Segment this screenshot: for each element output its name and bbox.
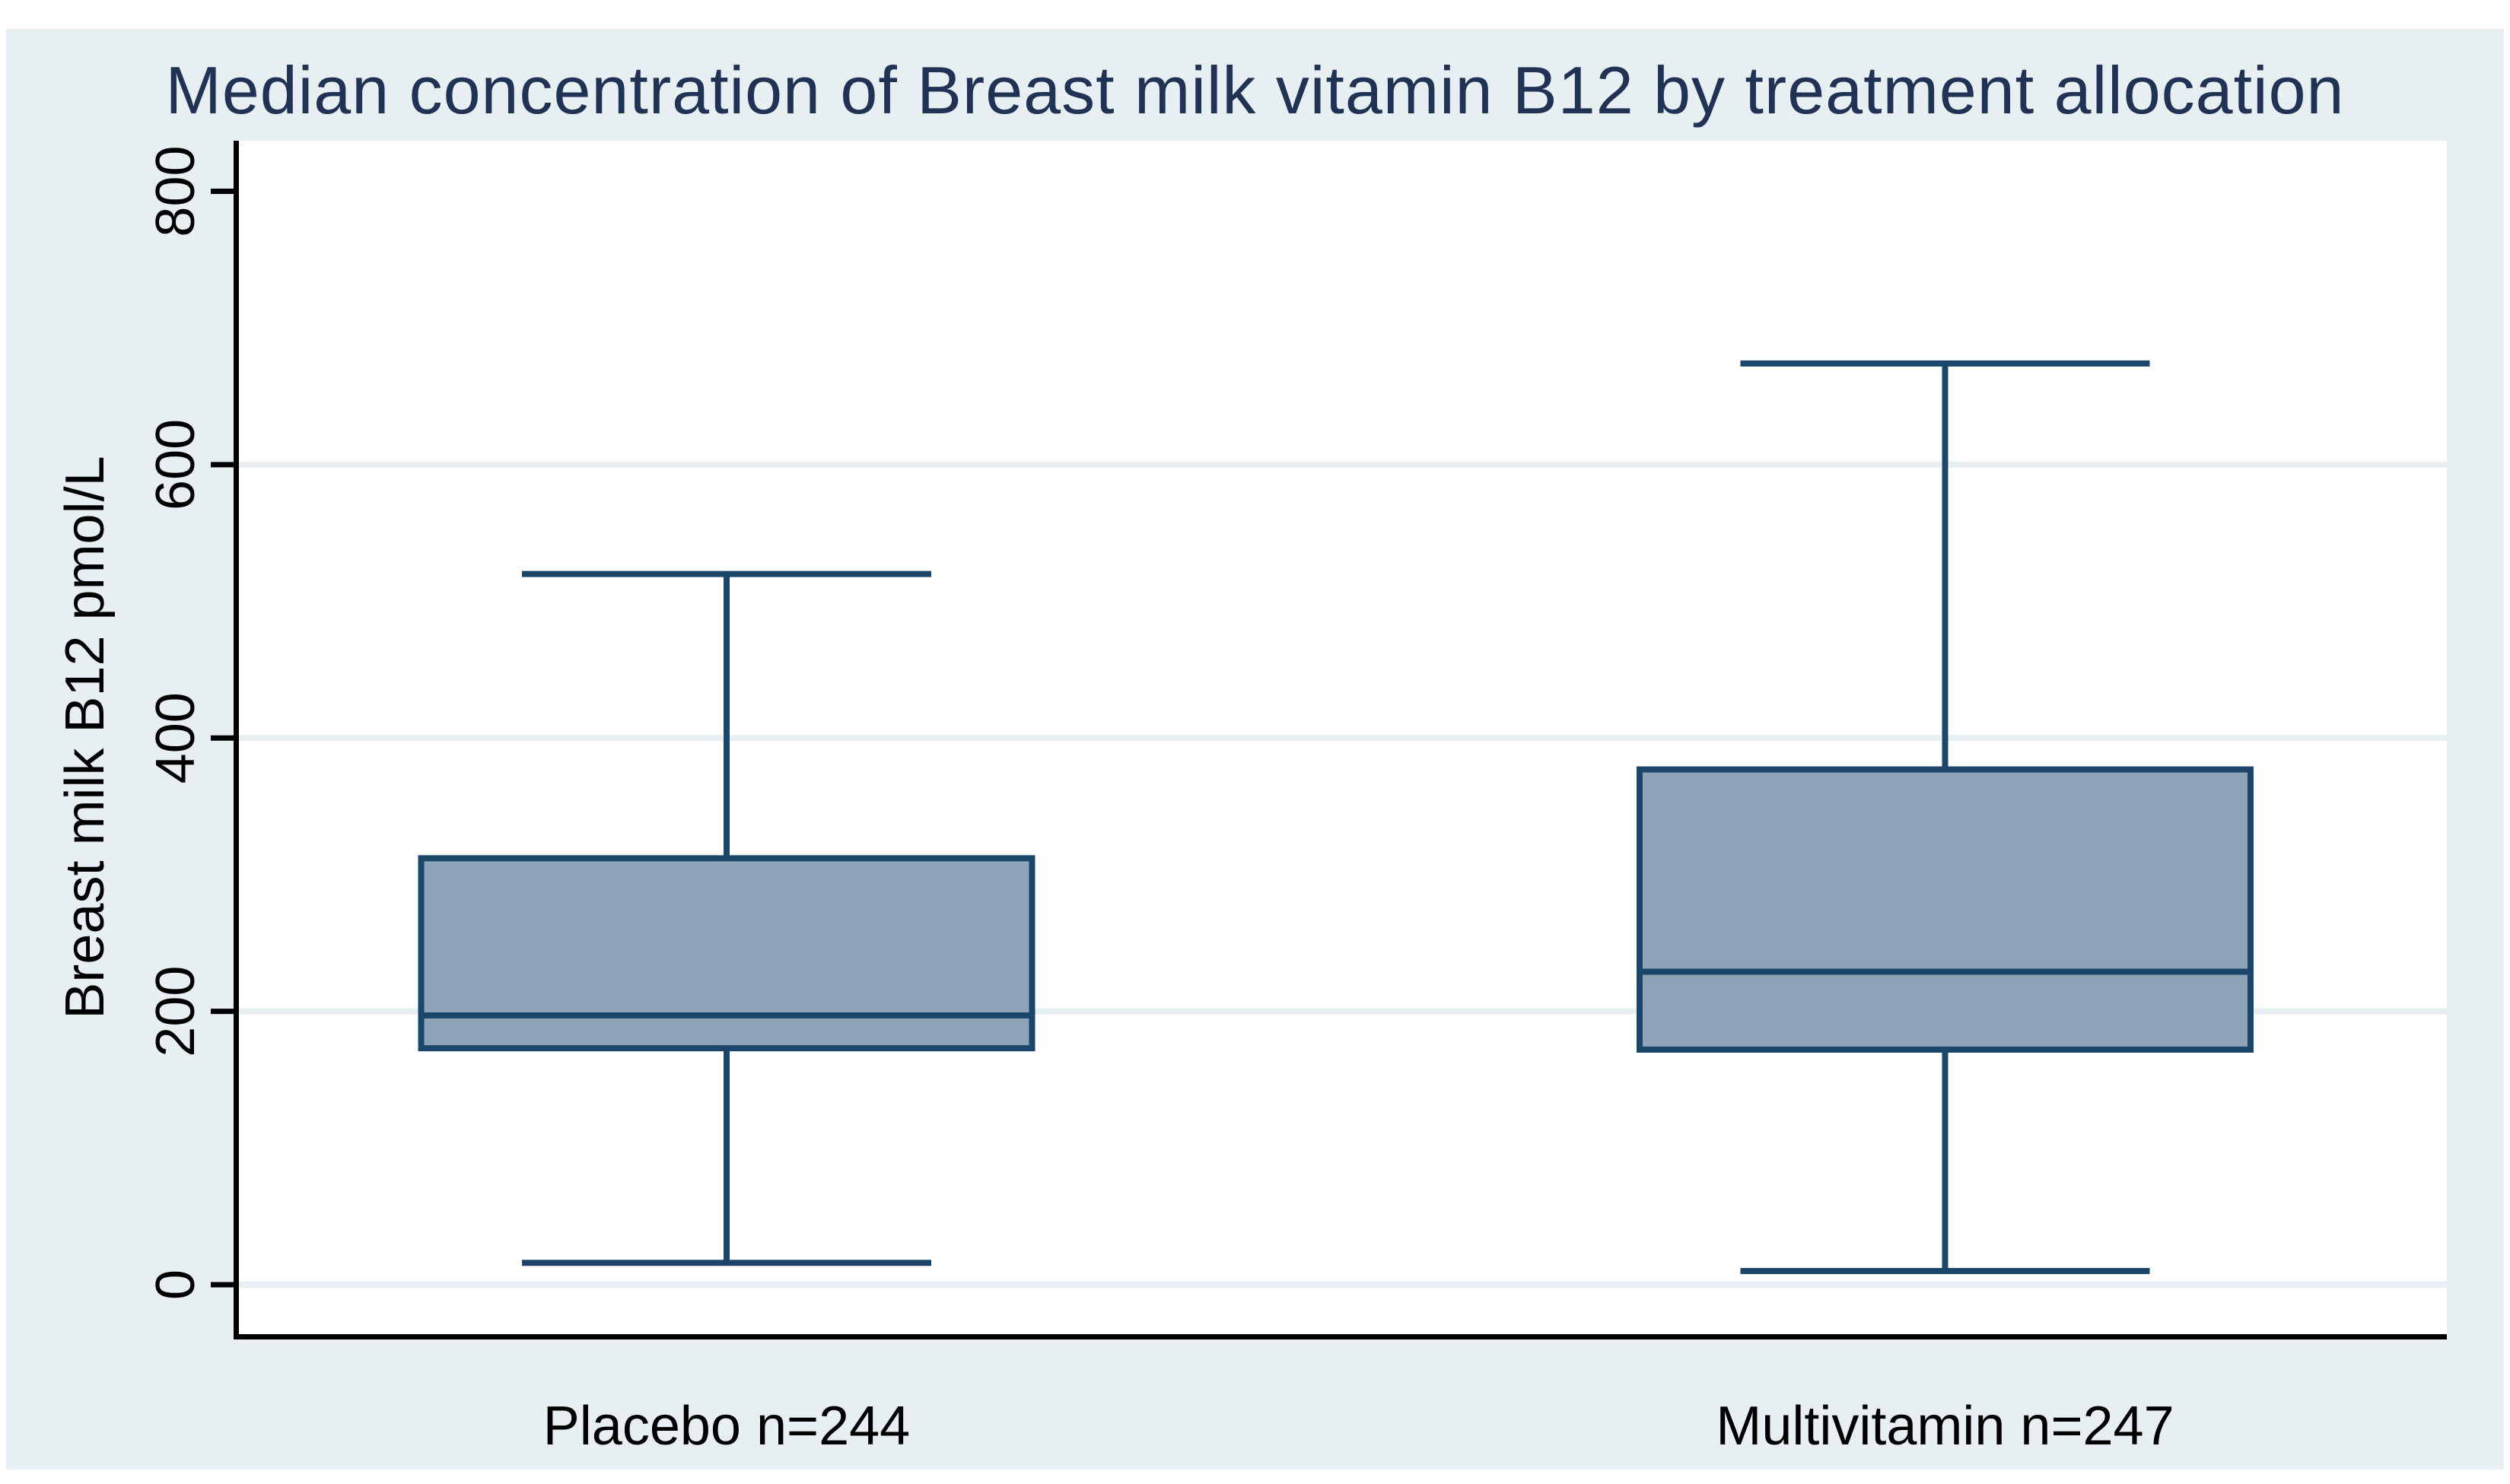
y-axis-title: Breast milk B12 pmol/L xyxy=(55,456,116,1018)
gridline-400 xyxy=(238,735,2447,742)
y-tick-200 xyxy=(211,1009,234,1015)
gridline-600 xyxy=(238,461,2447,468)
y-tick-600 xyxy=(211,462,234,468)
y-tick-800 xyxy=(211,188,234,194)
x-label-placebo: Placebo n=244 xyxy=(543,1396,910,1457)
y-tick-0 xyxy=(211,1282,234,1288)
chart-title: Median concentration of Breast milk vita… xyxy=(165,52,2345,128)
y-tick-label-800: 800 xyxy=(145,145,206,237)
box-placebo xyxy=(418,855,1035,1052)
box-multivitamin xyxy=(1637,766,2254,1053)
x-label-multivitamin: Multivitamin n=247 xyxy=(1716,1396,2174,1457)
y-tick-400 xyxy=(211,735,234,741)
y-tick-label-0: 0 xyxy=(145,1270,206,1300)
y-tick-label-600: 600 xyxy=(145,419,206,510)
y-tick-label-200: 200 xyxy=(145,966,206,1057)
gridline-200 xyxy=(238,1008,2447,1015)
x-axis-line xyxy=(234,1334,2447,1339)
y-tick-label-400: 400 xyxy=(145,692,206,783)
y-axis-line xyxy=(234,141,239,1339)
gridline-0 xyxy=(238,1282,2447,1288)
